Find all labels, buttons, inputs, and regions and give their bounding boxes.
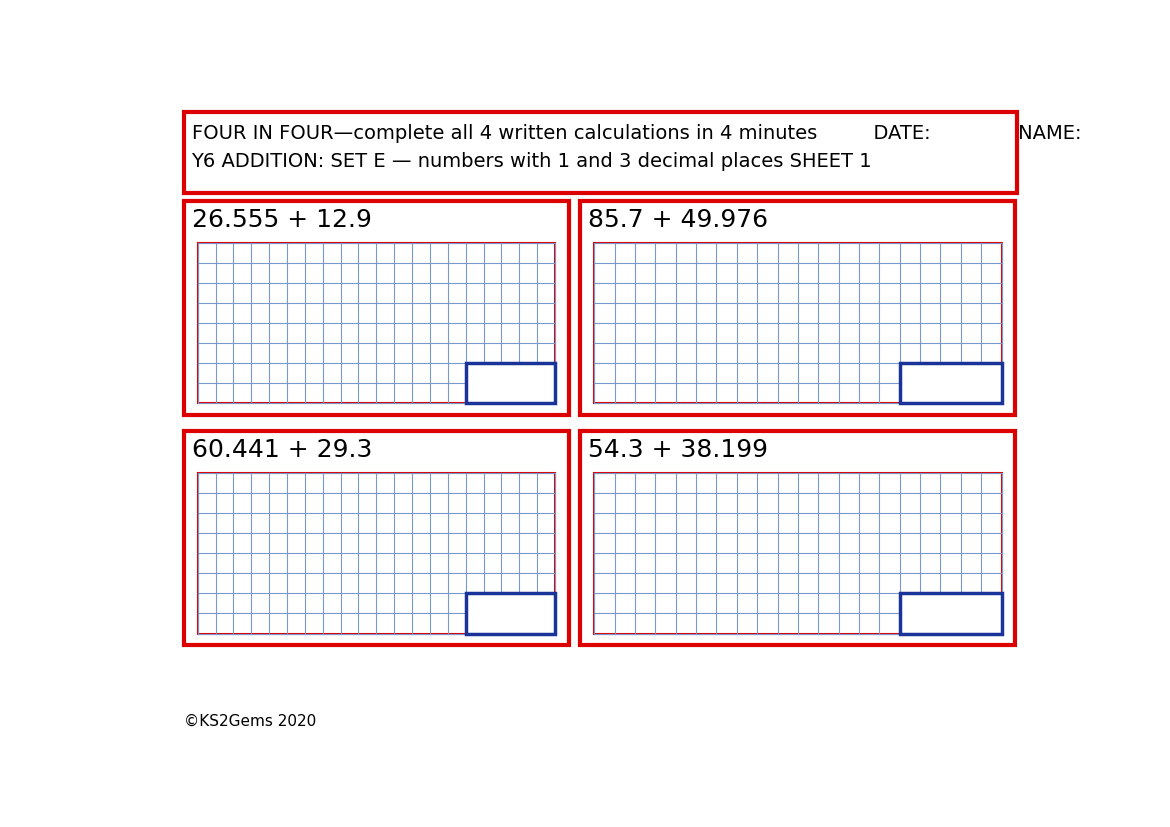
Bar bbox=[594, 244, 1002, 404]
Bar bbox=[594, 474, 1002, 633]
Bar bbox=[198, 474, 555, 633]
Bar bbox=[184, 113, 1017, 194]
Bar bbox=[580, 432, 1016, 645]
Bar bbox=[184, 432, 569, 645]
Bar bbox=[198, 244, 555, 404]
Text: Y6 ADDITION: SET E — numbers with 1 and 3 decimal places SHEET 1: Y6 ADDITION: SET E — numbers with 1 and … bbox=[192, 151, 872, 170]
Bar bbox=[580, 202, 1016, 415]
Text: 85.7 + 49.976: 85.7 + 49.976 bbox=[589, 208, 769, 232]
Bar bbox=[184, 202, 569, 415]
Text: 54.3 + 38.199: 54.3 + 38.199 bbox=[589, 437, 768, 461]
Text: ©KS2Gems 2020: ©KS2Gems 2020 bbox=[184, 713, 316, 728]
Bar bbox=[900, 594, 1002, 633]
Bar bbox=[900, 364, 1002, 404]
Text: 26.555 + 12.9: 26.555 + 12.9 bbox=[192, 208, 371, 232]
Text: FOUR IN FOUR—complete all 4 written calculations in 4 minutes         DATE:     : FOUR IN FOUR—complete all 4 written calc… bbox=[192, 124, 1081, 143]
Bar bbox=[466, 364, 555, 404]
Text: 60.441 + 29.3: 60.441 + 29.3 bbox=[192, 437, 372, 461]
Bar bbox=[466, 594, 555, 633]
